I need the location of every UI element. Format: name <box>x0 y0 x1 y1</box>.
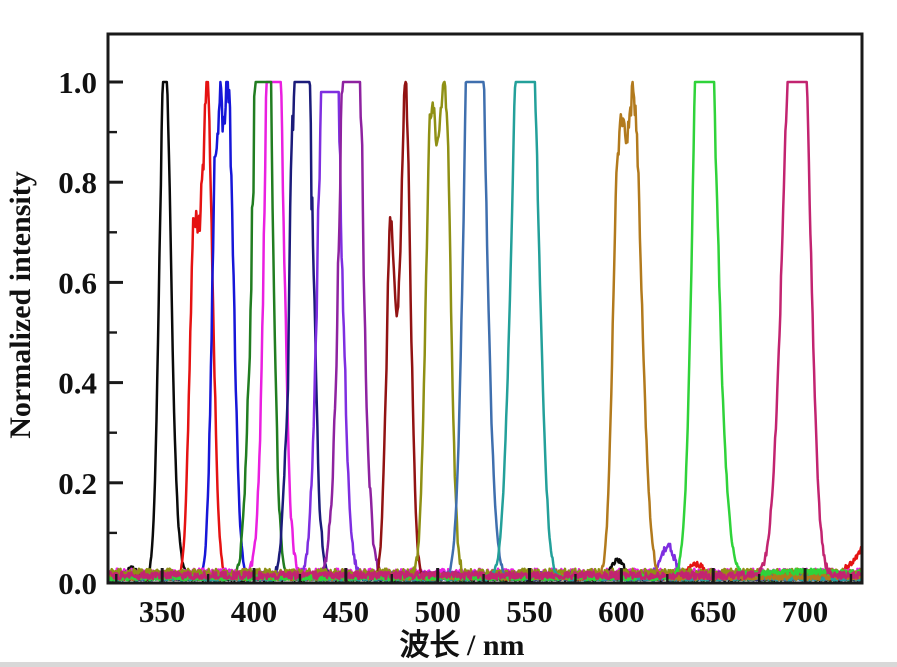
x-tick-label: 700 <box>782 594 829 629</box>
y-tick-label: 0.2 <box>58 466 97 501</box>
window-edge <box>0 662 897 667</box>
y-tick-label: 0.4 <box>58 366 97 401</box>
y-axis-title: Normalized intensity <box>4 171 37 438</box>
series-peak-521nm <box>108 80 862 582</box>
y-tick-label: 1.0 <box>58 65 97 100</box>
y-tick-label: 0.6 <box>58 265 97 300</box>
x-tick-label: 600 <box>598 594 645 629</box>
series-peak-694nm <box>108 80 862 581</box>
x-tick-label: 650 <box>690 594 737 629</box>
y-tick-label: 0.0 <box>58 566 97 601</box>
y-axis: 0.0 0.2 0.4 0.6 0.8 1.0 <box>58 65 123 601</box>
plot-frame <box>106 32 864 585</box>
y-tick-label: 0.8 <box>58 165 97 200</box>
x-axis-title: 波长 / nm <box>399 629 524 662</box>
x-tick-label: 400 <box>231 594 278 629</box>
series-group <box>108 80 862 582</box>
x-tick-label: 450 <box>323 594 370 629</box>
x-axis: 350 400 450 500 550 600 650 700 <box>115 568 853 629</box>
x-tick-label: 550 <box>506 594 553 629</box>
x-tick-label: 500 <box>414 594 461 629</box>
x-tick-label: 350 <box>139 594 186 629</box>
